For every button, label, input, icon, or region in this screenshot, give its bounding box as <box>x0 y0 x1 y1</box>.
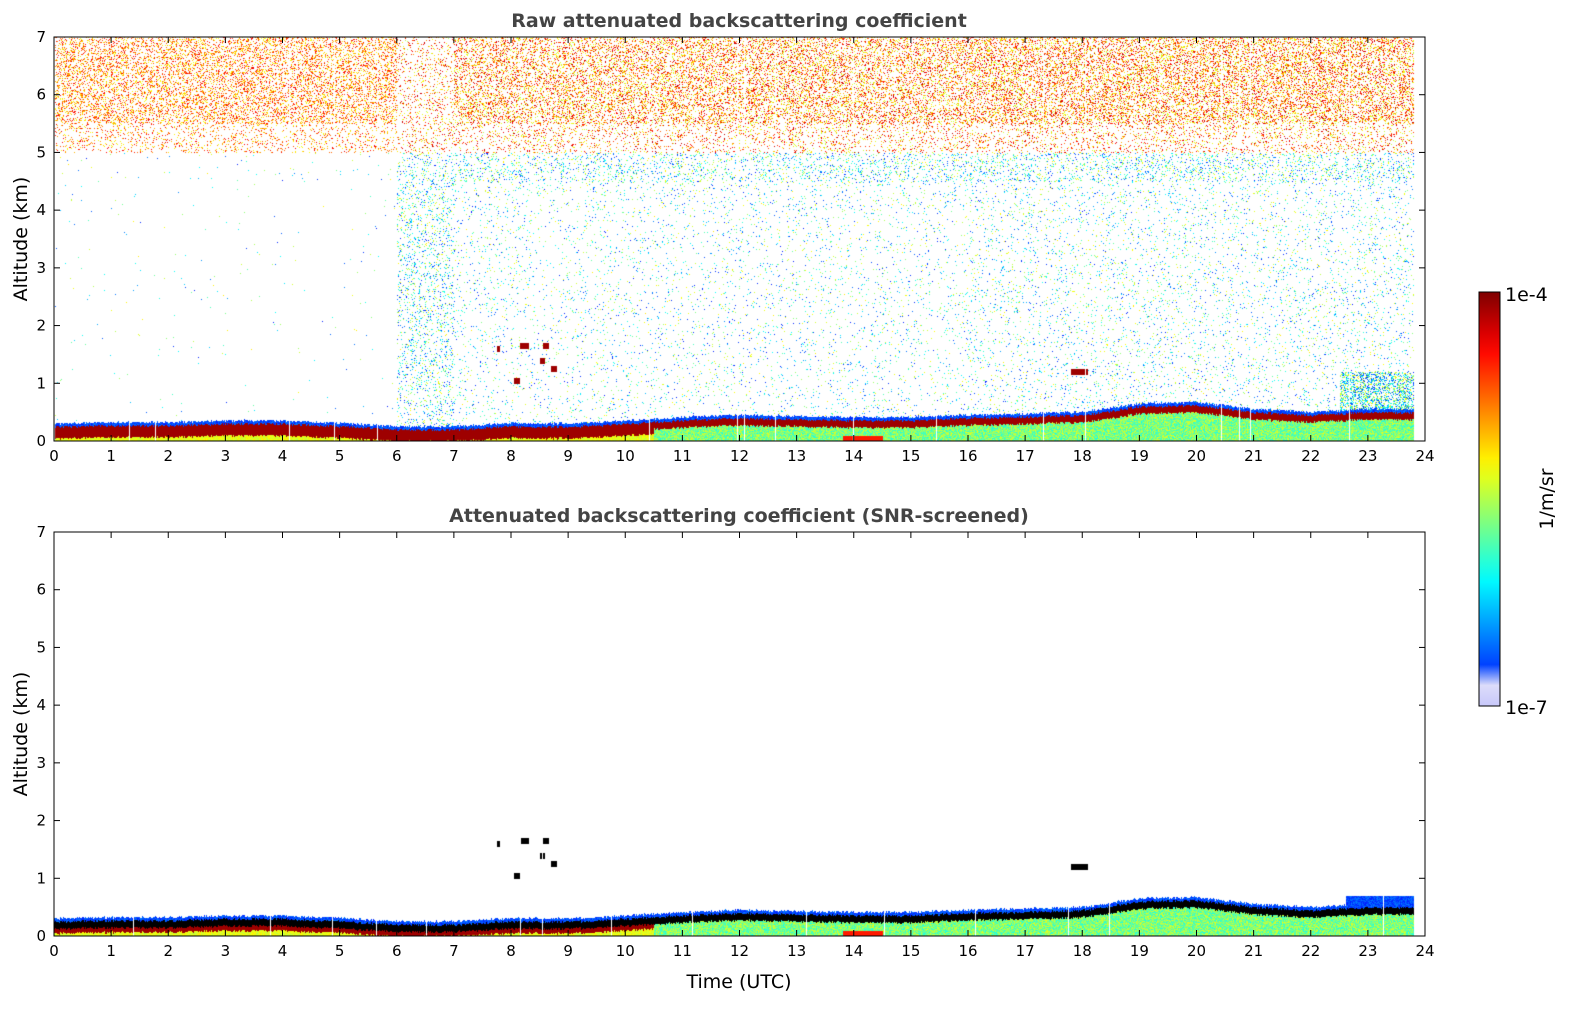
y-tick-label: 6 <box>36 86 46 104</box>
x-tick-label: 22 <box>1301 942 1320 960</box>
x-tick-label: 8 <box>506 447 516 465</box>
x-tick-label: 17 <box>1016 942 1035 960</box>
x-tick-label: 16 <box>958 447 977 465</box>
x-tick-label: 13 <box>787 447 806 465</box>
x-tick-label: 23 <box>1358 942 1377 960</box>
x-tick-label: 7 <box>449 447 459 465</box>
x-tick-label: 9 <box>563 942 573 960</box>
colorbar-min-label: 1e-7 <box>1505 697 1548 719</box>
y-tick-label: 2 <box>36 317 46 335</box>
panel-title-raw: Raw attenuated backscattering coefficien… <box>511 10 967 32</box>
x-tick-label: 4 <box>278 447 288 465</box>
y-axis-label-screened: Altitude (km) <box>10 672 32 797</box>
x-tick-label: 24 <box>1415 447 1434 465</box>
x-tick-label: 20 <box>1187 447 1206 465</box>
x-tick-label: 6 <box>392 447 402 465</box>
y-tick-label: 0 <box>36 432 46 450</box>
x-tick-label: 21 <box>1244 447 1263 465</box>
x-tick-label: 0 <box>49 942 59 960</box>
x-tick-label: 5 <box>335 447 345 465</box>
x-tick-label: 13 <box>787 942 806 960</box>
x-tick-label: 14 <box>844 942 863 960</box>
x-tick-label: 5 <box>335 942 345 960</box>
x-tick-label: 11 <box>673 942 692 960</box>
x-tick-label: 17 <box>1016 447 1035 465</box>
x-tick-label: 18 <box>1073 447 1092 465</box>
x-tick-label: 19 <box>1130 447 1149 465</box>
y-tick-label: 4 <box>36 201 46 219</box>
colorbar <box>1478 291 1501 707</box>
x-tick-label: 4 <box>278 942 288 960</box>
y-tick-label: 3 <box>36 259 46 277</box>
x-tick-label: 3 <box>221 942 231 960</box>
x-tick-label: 8 <box>506 942 516 960</box>
raw-backscatter-heatmap <box>54 37 1425 441</box>
x-axis-label: Time (UTC) <box>685 971 791 993</box>
panel-title-screened: Attenuated backscattering coefficient (S… <box>449 505 1029 527</box>
x-tick-label: 21 <box>1244 942 1263 960</box>
x-tick-label: 3 <box>221 447 231 465</box>
colorbar-unit-label: 1/m/sr <box>1536 468 1558 529</box>
x-tick-label: 15 <box>901 447 920 465</box>
x-tick-label: 10 <box>616 942 635 960</box>
x-tick-label: 0 <box>49 447 59 465</box>
y-tick-label: 4 <box>36 696 46 714</box>
x-tick-label: 12 <box>730 447 749 465</box>
x-tick-label: 6 <box>392 942 402 960</box>
y-tick-label: 3 <box>36 754 46 772</box>
y-tick-label: 7 <box>36 523 46 541</box>
x-tick-label: 16 <box>958 942 977 960</box>
x-tick-label: 1 <box>106 942 116 960</box>
screened-backscatter-heatmap <box>54 532 1425 936</box>
x-tick-label: 23 <box>1358 447 1377 465</box>
y-tick-label: 7 <box>36 28 46 46</box>
y-axis-label-raw: Altitude (km) <box>10 177 32 302</box>
y-tick-label: 0 <box>36 927 46 945</box>
x-tick-label: 1 <box>106 447 116 465</box>
y-tick-label: 5 <box>36 143 46 161</box>
y-tick-label: 1 <box>36 869 46 887</box>
y-tick-label: 6 <box>36 581 46 599</box>
x-tick-label: 15 <box>901 942 920 960</box>
y-tick-label: 5 <box>36 638 46 656</box>
plot-frame <box>53 36 1426 442</box>
x-tick-label: 20 <box>1187 942 1206 960</box>
x-tick-label: 7 <box>449 942 459 960</box>
x-tick-label: 19 <box>1130 942 1149 960</box>
x-tick-label: 12 <box>730 942 749 960</box>
x-tick-label: 14 <box>844 447 863 465</box>
x-tick-label: 9 <box>563 447 573 465</box>
x-tick-label: 10 <box>616 447 635 465</box>
y-tick-label: 1 <box>36 374 46 392</box>
colorbar-max-label: 1e-4 <box>1505 284 1548 306</box>
x-tick-label: 11 <box>673 447 692 465</box>
x-tick-label: 2 <box>163 447 173 465</box>
y-tick-label: 2 <box>36 812 46 830</box>
x-tick-label: 22 <box>1301 447 1320 465</box>
x-tick-label: 18 <box>1073 942 1092 960</box>
plot-frame <box>53 531 1426 937</box>
x-tick-label: 24 <box>1415 942 1434 960</box>
x-tick-label: 2 <box>163 942 173 960</box>
